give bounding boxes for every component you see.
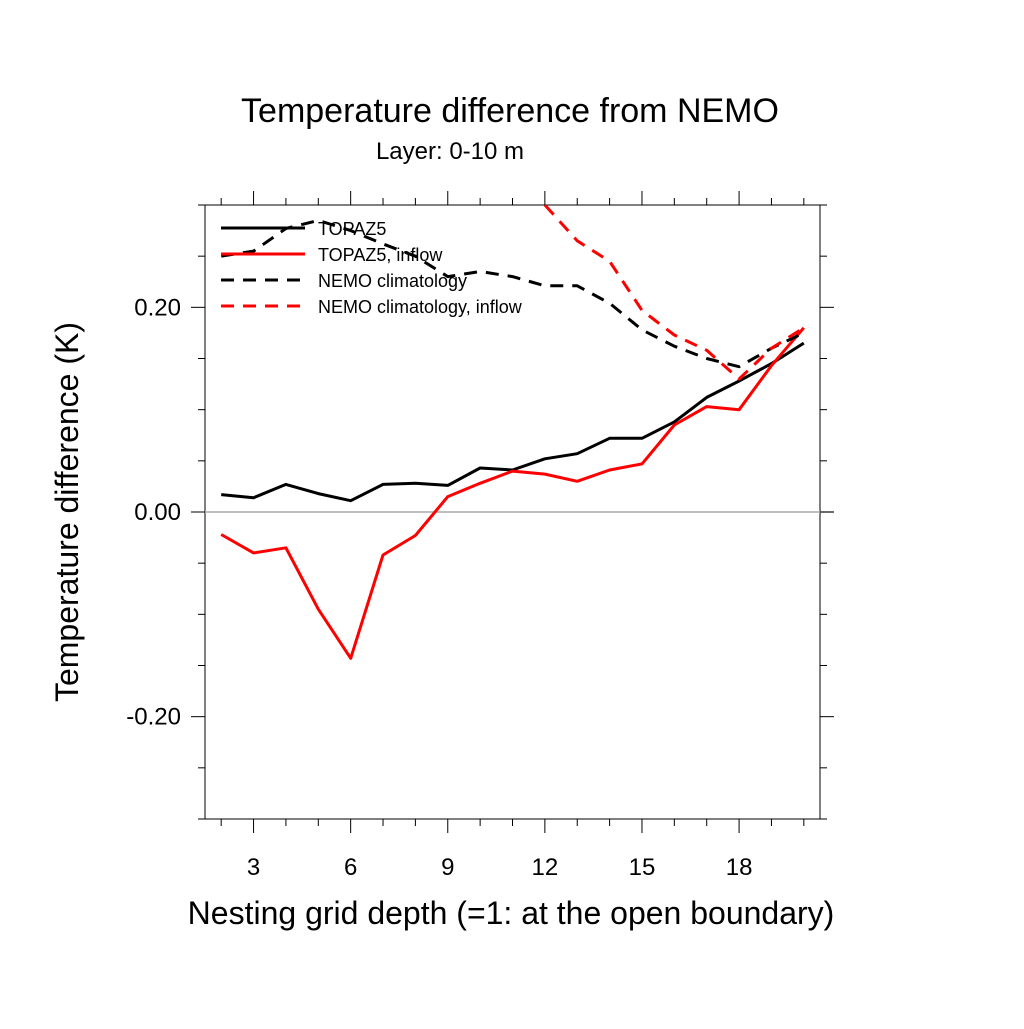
series-layer xyxy=(220,205,805,660)
y-axis-label: Temperature difference (K) xyxy=(49,322,85,702)
legend-label: TOPAZ5, inflow xyxy=(318,245,443,265)
x-tick-label: 6 xyxy=(344,854,357,881)
axis-ticks xyxy=(191,191,834,833)
series-line xyxy=(543,205,805,381)
series-line xyxy=(221,341,805,503)
legend-label: NEMO climatology xyxy=(318,271,467,291)
x-tick-label: 18 xyxy=(726,854,753,881)
x-axis-label: Nesting grid depth (=1: at the open boun… xyxy=(188,895,835,931)
y-tick-label: -0.20 xyxy=(126,704,181,731)
series-line xyxy=(220,218,805,369)
x-tick-label: 12 xyxy=(532,854,559,881)
tick-labels: 3 6 9 12 15 18 -0.20 0.00 0.20 xyxy=(126,294,752,881)
legend-label: TOPAZ5 xyxy=(318,219,386,239)
legend: TOPAZ5 TOPAZ5, inflow NEMO climatology NEMO… xyxy=(221,219,523,317)
series-line xyxy=(220,326,805,660)
x-tick-label: 15 xyxy=(629,854,656,881)
y-tick-label: 0.20 xyxy=(134,294,181,321)
y-tick-label: 0.00 xyxy=(134,499,181,526)
x-tick-label: 9 xyxy=(441,854,454,881)
legend-label: NEMO climatology, inflow xyxy=(318,297,523,317)
chart-title: Temperature difference from NEMO xyxy=(241,92,779,130)
x-tick-label: 3 xyxy=(247,854,260,881)
chart-subtitle: Layer: 0-10 m xyxy=(376,138,524,165)
